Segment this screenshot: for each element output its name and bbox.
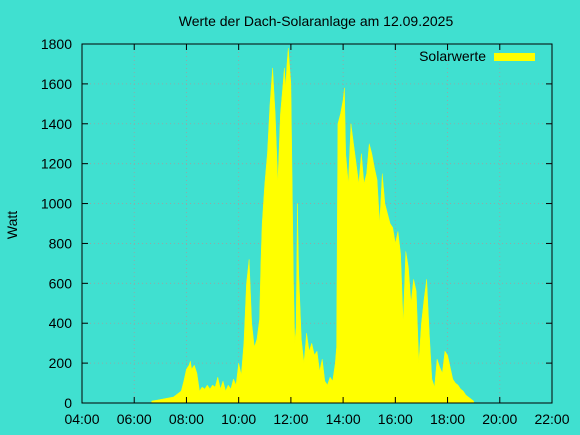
y-axis-label: Watt <box>4 211 20 239</box>
x-tick-label: 22:00 <box>534 411 569 427</box>
x-tick-labels: 04:00 06:00 08:00 10:00 12:00 14:00 16:00 18:00… <box>64 411 569 427</box>
x-tick-label: 12:00 <box>273 411 308 427</box>
y-tick-label: 200 <box>49 355 73 371</box>
y-tick-label: 400 <box>49 315 73 331</box>
chart-title: Werte der Dach-Solaranlage am 12.09.2025 <box>179 13 454 29</box>
y-tick-labels: 0 200 400 600 800 1000 1200 1400 1600 1800 <box>41 36 72 411</box>
x-tick-label: 18:00 <box>430 411 465 427</box>
y-tick-label: 1200 <box>41 156 72 172</box>
x-tick-label: 20:00 <box>482 411 517 427</box>
y-tick-label: 600 <box>49 275 73 291</box>
x-tick-label: 16:00 <box>378 411 413 427</box>
y-tick-label: 0 <box>64 395 72 411</box>
y-tick-label: 1000 <box>41 196 72 212</box>
legend-label-solarwerte: Solarwerte <box>419 48 486 64</box>
x-tick-label: 04:00 <box>64 411 99 427</box>
x-tick-label: 08:00 <box>169 411 204 427</box>
x-tick-label: 10:00 <box>221 411 256 427</box>
x-tick-label: 06:00 <box>117 411 152 427</box>
y-tick-label: 1800 <box>41 36 72 52</box>
legend: Solarwerte <box>419 48 535 64</box>
plot-frame <box>81 43 553 404</box>
y-tick-label: 1400 <box>41 116 72 132</box>
y-tick-label: 800 <box>49 235 73 251</box>
y-tick-label: 1600 <box>41 76 72 92</box>
x-tick-label: 14:00 <box>326 411 361 427</box>
series-area-solarwerte <box>151 47 474 404</box>
legend-swatch-solarwerte <box>494 53 535 61</box>
ticks <box>81 43 553 404</box>
